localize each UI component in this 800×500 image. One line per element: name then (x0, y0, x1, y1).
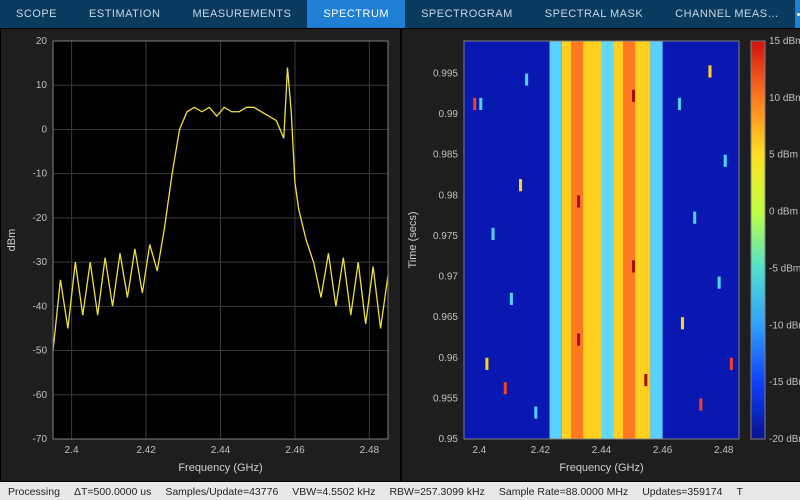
svg-text:0.995: 0.995 (433, 68, 458, 79)
svg-text:2.48: 2.48 (360, 445, 380, 456)
svg-text:-40: -40 (33, 301, 48, 312)
tab-spectrogram[interactable]: SPECTROGRAM (405, 0, 529, 28)
svg-text:10 dBm: 10 dBm (769, 93, 800, 104)
tab-scope[interactable]: SCOPE (0, 0, 73, 28)
tab-measurements[interactable]: MEASUREMENTS (176, 0, 307, 28)
svg-text:-20 dBm: -20 dBm (769, 434, 800, 445)
tab-spectral-mask[interactable]: SPECTRAL MASK (529, 0, 659, 28)
svg-text:-70: -70 (33, 434, 48, 445)
svg-text:0.96: 0.96 (439, 353, 459, 364)
svg-text:Frequency (GHz): Frequency (GHz) (178, 462, 262, 474)
svg-text:-5 dBm: -5 dBm (769, 263, 800, 274)
status-dt: ΔT=500.0000 us (74, 482, 151, 500)
status-vbw: VBW=4.5502 kHz (292, 482, 375, 500)
svg-text:dBm: dBm (6, 229, 18, 252)
svg-text:0.985: 0.985 (433, 150, 458, 161)
svg-text:2.46: 2.46 (653, 445, 673, 456)
svg-text:2.4: 2.4 (65, 445, 79, 456)
spectrogram-panel: 2.4 2.42 2.44 2.46 2.48 0.95 0.955 0.96 0.965 0.9… (401, 28, 800, 482)
svg-text:-10 dBm: -10 dBm (769, 320, 800, 331)
svg-text:0.965: 0.965 (433, 312, 458, 323)
svg-text:0.98: 0.98 (439, 190, 459, 201)
svg-text:0.95: 0.95 (439, 434, 459, 445)
tab-spectrum[interactable]: SPECTRUM (307, 0, 405, 28)
spectrum-plot: 2.4 2.42 2.44 2.46 2.48 -70 -60 -50 -40 -30 -20 -10… (1, 29, 400, 481)
svg-text:-60: -60 (33, 390, 48, 401)
svg-text:2.44: 2.44 (211, 445, 231, 456)
spectrum-panel: 2.4 2.42 2.44 2.46 2.48 -70 -60 -50 -40 -30 -20 -10… (0, 28, 401, 482)
app-root: SCOPEESTIMATIONMEASUREMENTSSPECTRUMSPECT… (0, 0, 800, 500)
svg-text:2.48: 2.48 (714, 445, 734, 456)
svg-text:2.42: 2.42 (136, 445, 156, 456)
more-button[interactable] (795, 0, 800, 28)
tab-estimation[interactable]: ESTIMATION (73, 0, 176, 28)
status-updates: Updates=359174 (642, 482, 722, 500)
svg-text:15 dBm: 15 dBm (769, 36, 800, 47)
status-trail: T (736, 482, 742, 500)
svg-text:0.975: 0.975 (433, 231, 458, 242)
svg-text:2.44: 2.44 (592, 445, 612, 456)
svg-text:2.42: 2.42 (531, 445, 551, 456)
svg-text:Time (secs): Time (secs) (407, 211, 419, 268)
svg-text:-20: -20 (33, 213, 48, 224)
status-bar: Processing ΔT=500.0000 us Samples/Update… (0, 482, 800, 500)
status-samples: Samples/Update=43776 (165, 482, 278, 500)
svg-text:0.955: 0.955 (433, 393, 458, 404)
svg-text:0 dBm: 0 dBm (769, 207, 798, 218)
svg-text:2.4: 2.4 (472, 445, 486, 456)
svg-text:5 dBm: 5 dBm (769, 150, 798, 161)
svg-text:-15 dBm: -15 dBm (769, 377, 800, 388)
svg-text:0.97: 0.97 (439, 272, 459, 283)
status-state: Processing (8, 482, 60, 500)
spectrogram-plot: 2.4 2.42 2.44 2.46 2.48 0.95 0.955 0.96 0.965 0.9… (402, 29, 800, 481)
status-rbw: RBW=257.3099 kHz (389, 482, 484, 500)
svg-text:0.99: 0.99 (439, 109, 459, 120)
svg-text:-50: -50 (33, 346, 48, 357)
status-rate: Sample Rate=88.0000 MHz (499, 482, 628, 500)
svg-text:Frequency (GHz): Frequency (GHz) (559, 462, 643, 474)
toolbar: SCOPEESTIMATIONMEASUREMENTSSPECTRUMSPECT… (0, 0, 800, 28)
svg-text:20: 20 (36, 36, 48, 47)
tab-channel-meas-[interactable]: CHANNEL MEAS… (659, 0, 795, 28)
svg-text:2.46: 2.46 (285, 445, 305, 456)
panels-row: 2.4 2.42 2.44 2.46 2.48 -70 -60 -50 -40 -30 -20 -10… (0, 28, 800, 482)
svg-text:-10: -10 (33, 169, 48, 180)
svg-text:0: 0 (41, 124, 47, 135)
svg-text:-30: -30 (33, 257, 48, 268)
svg-text:10: 10 (36, 80, 48, 91)
